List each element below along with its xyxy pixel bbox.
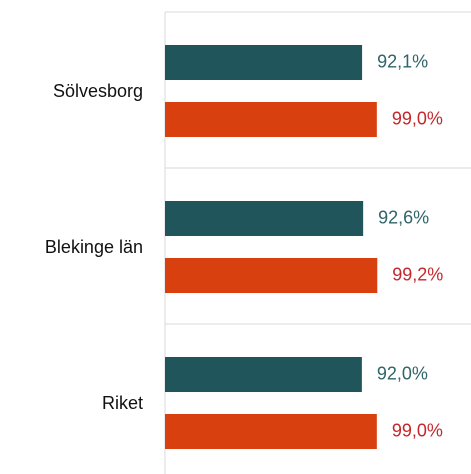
value-label: 99,0%: [392, 420, 443, 440]
bar: [165, 258, 378, 293]
value-label: 92,6%: [378, 207, 429, 227]
bar: [165, 201, 364, 236]
category-label: Sölvesborg: [53, 81, 143, 101]
bar: [165, 102, 377, 137]
bar: [165, 357, 362, 392]
value-label: 92,0%: [377, 363, 428, 383]
value-label: 92,1%: [377, 51, 428, 71]
bar: [165, 45, 363, 80]
bar: [165, 414, 377, 449]
category-label: Riket: [102, 393, 143, 413]
value-label: 99,0%: [392, 108, 443, 128]
category-label: Blekinge län: [45, 237, 143, 257]
value-label: 99,2%: [392, 264, 443, 284]
